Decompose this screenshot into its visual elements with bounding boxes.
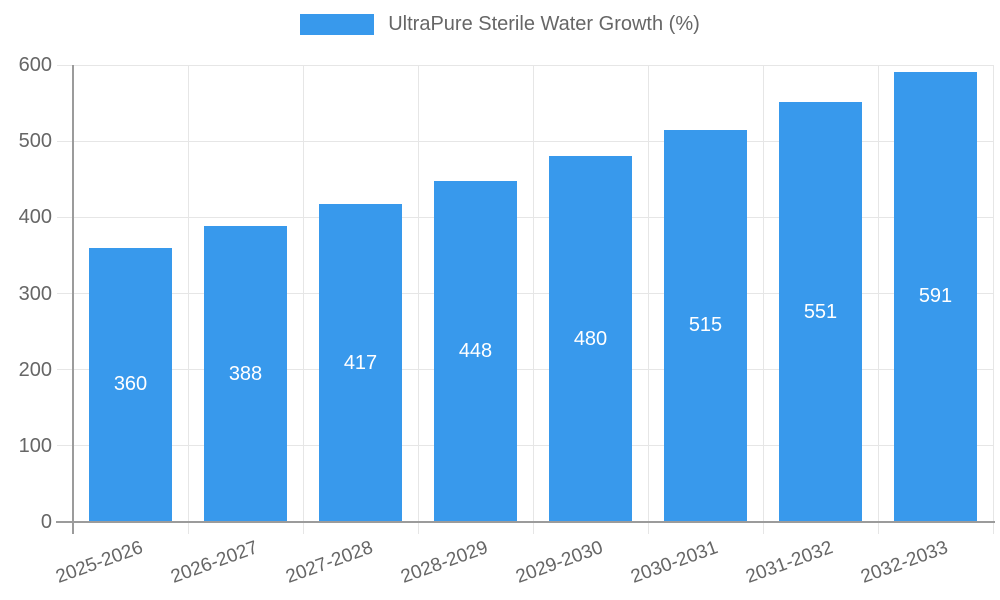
bar-value-label: 515 [688,314,723,337]
bar-value-label: 448 [458,339,493,362]
y-gridline [57,140,993,142]
y-axis-tick-label: 300 [18,282,52,305]
bar-value-label: 417 [343,351,378,374]
y-axis-tick-label: 600 [18,54,52,76]
x-axis-tick-label: 2031-2032 [742,537,836,588]
y-axis-tick-label: 400 [18,206,52,229]
bar[interactable]: 448 [434,180,517,522]
x-axis-tick-label: 2030-2031 [627,537,721,588]
bar-value-label: 360 [113,373,148,396]
x-gridline [647,65,649,534]
bar-value-label: 480 [573,327,608,350]
bar[interactable]: 388 [204,226,287,522]
legend[interactable]: UltraPure Sterile Water Growth (%) [0,13,1000,36]
bar[interactable]: 591 [894,71,977,522]
x-gridline [532,65,534,534]
bar-value-label: 388 [228,362,263,385]
x-axis-tick-label: 2025-2026 [52,537,146,588]
bar-value-label: 591 [918,285,953,308]
y-gridline [57,369,993,371]
legend-swatch [300,14,375,35]
x-gridline [417,65,419,534]
bar[interactable]: 417 [319,204,402,522]
x-gridline [877,65,879,534]
y-gridline [57,216,993,218]
x-gridline [992,65,994,534]
y-axis-tick-label: 500 [18,130,52,153]
y-axis-tick-label: 0 [40,511,52,533]
x-axis-baseline [56,521,995,523]
y-axis-line [72,65,74,534]
x-gridline [187,65,189,534]
x-gridline [302,65,304,534]
bar[interactable]: 515 [664,129,747,522]
bar[interactable]: 360 [89,247,172,522]
y-axis-tick-label: 100 [18,434,52,457]
x-axis-tick-label: 2027-2028 [282,537,376,588]
x-axis-tick-label: 2026-2027 [167,537,261,588]
bar[interactable]: 551 [779,102,862,522]
x-gridline [762,65,764,534]
bar[interactable]: 480 [549,156,632,522]
bar-value-label: 551 [803,300,838,323]
y-axis-tick-label: 200 [18,358,52,381]
y-gridline [57,445,993,447]
x-axis-tick-label: 2029-2030 [512,537,606,588]
y-gridline [57,293,993,294]
y-gridline [57,64,993,66]
x-axis-tick-label: 2032-2033 [857,537,951,588]
x-axis-tick-label: 2028-2029 [397,537,491,588]
legend-label: UltraPure Sterile Water Growth (%) [388,13,700,35]
